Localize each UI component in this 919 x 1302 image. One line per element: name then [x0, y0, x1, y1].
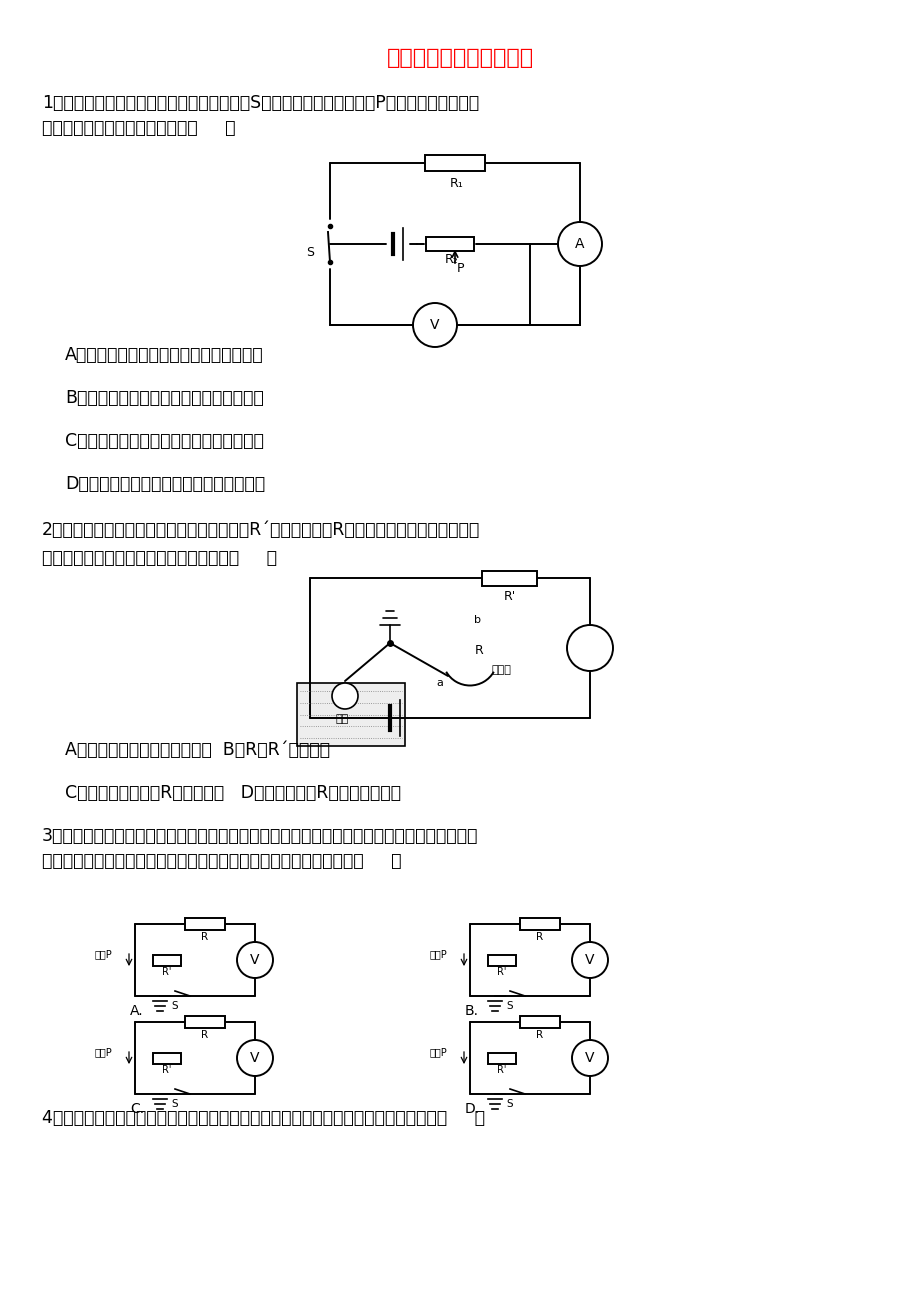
Text: R₂: R₂: [445, 253, 459, 266]
Bar: [297, 684, 404, 746]
Text: R': R': [497, 1065, 506, 1075]
Text: A: A: [574, 237, 584, 251]
Text: C．油位越高，通过R的电流越大   D．油位越低，R两端的电压越小: C．油位越高，通过R的电流越大 D．油位越低，R两端的电压越小: [65, 784, 401, 802]
Text: C．电流表的示数变小，电压表的示数不变: C．电流表的示数变小，电压表的示数不变: [65, 432, 264, 450]
Bar: [153, 1052, 181, 1064]
Bar: [487, 1052, 516, 1064]
Bar: [482, 570, 537, 586]
Circle shape: [572, 1040, 607, 1075]
Circle shape: [413, 303, 457, 348]
Text: b: b: [474, 615, 481, 625]
Text: R: R: [201, 932, 209, 943]
Text: a: a: [437, 678, 443, 687]
Text: P: P: [457, 262, 464, 275]
Text: V: V: [584, 1051, 594, 1065]
Bar: [185, 1016, 225, 1029]
Circle shape: [237, 943, 273, 978]
Circle shape: [237, 1040, 273, 1075]
Text: R₁: R₁: [449, 177, 463, 190]
Text: R': R': [162, 967, 172, 976]
Text: 滑片P: 滑片P: [428, 1047, 447, 1057]
Text: 滑片P: 滑片P: [94, 949, 112, 960]
Text: S: S: [506, 1001, 513, 1010]
Text: R': R': [497, 967, 506, 976]
Text: V: V: [430, 318, 439, 332]
Text: B．电流表的示数变大，电压表的示数变小: B．电流表的示数变大，电压表的示数变小: [65, 389, 264, 408]
Text: R: R: [536, 1030, 543, 1040]
Text: 滑片P: 滑片P: [94, 1047, 112, 1057]
Text: A．油量表是电压表改装而成的  B．R和R´是并联的: A．油量表是电压表改装而成的 B．R和R´是并联的: [65, 741, 330, 759]
Text: B.: B.: [464, 1004, 479, 1018]
Text: 4．如图所示，电源电压不变，闭合开关后，下列关于电压表示数变化的说法正确的是（     ）: 4．如图所示，电源电压不变，闭合开关后，下列关于电压表示数变化的说法正确的是（ …: [42, 1109, 484, 1128]
Circle shape: [332, 684, 357, 710]
Text: S: S: [506, 1099, 513, 1109]
Text: 3．小明对中考体育测试使用的身高测量仪感兴趣，为了了解它的测量原理，他尝试设计了如图: 3．小明对中考体育测试使用的身高测量仪感兴趣，为了了解它的测量原理，他尝试设计了…: [42, 827, 478, 845]
Text: 浮标: 浮标: [335, 713, 348, 724]
Text: 电路的动态分析课后作业: 电路的动态分析课后作业: [386, 48, 533, 68]
Text: R: R: [201, 1030, 209, 1040]
Text: S: S: [172, 1001, 178, 1010]
Text: 滑片P: 滑片P: [428, 949, 447, 960]
Text: V: V: [584, 953, 594, 967]
Text: R': R': [162, 1065, 172, 1075]
Text: 所示的四个电路，其中能够实现身高越高、电压表示数越大的电路是（     ）: 所示的四个电路，其中能够实现身高越高、电压表示数越大的电路是（ ）: [42, 852, 401, 870]
Text: R: R: [474, 643, 483, 656]
Text: S: S: [172, 1099, 178, 1109]
Bar: [487, 954, 516, 966]
Text: A.: A.: [130, 1004, 143, 1018]
Circle shape: [558, 223, 601, 266]
Text: R': R': [504, 590, 516, 603]
Text: C.: C.: [130, 1101, 144, 1116]
Text: R: R: [536, 932, 543, 943]
Text: V: V: [250, 953, 259, 967]
Text: 1．如图电路中，电源电压保持不变，当开关S闭合，滑动变阻器的滑片P向右移动时，电流表: 1．如图电路中，电源电压保持不变，当开关S闭合，滑动变阻器的滑片P向右移动时，电…: [42, 94, 479, 112]
Text: S: S: [306, 246, 313, 259]
Bar: [185, 918, 225, 930]
Text: 与是金属杠杆的一端，下列判断正确的是（     ）: 与是金属杠杆的一端，下列判断正确的是（ ）: [42, 549, 277, 566]
Text: A．电流表的示数变小，电压表的示数变大: A．电流表的示数变小，电压表的示数变大: [65, 346, 264, 365]
Text: D.: D.: [464, 1101, 480, 1116]
Text: V: V: [250, 1051, 259, 1065]
Text: 和电压表的示数变化情况分别为（     ）: 和电压表的示数变化情况分别为（ ）: [42, 118, 235, 137]
Bar: [153, 954, 181, 966]
Text: D．电流表的示数变小，电压表的示数变小: D．电流表的示数变小，电压表的示数变小: [65, 475, 265, 493]
Bar: [519, 1016, 560, 1029]
Bar: [425, 237, 473, 251]
Bar: [425, 155, 484, 171]
Circle shape: [566, 625, 612, 671]
Bar: [519, 918, 560, 930]
Circle shape: [572, 943, 607, 978]
Text: 2．如图是自动测量油箱的油量装置图，其中R´是定值电阻，R是弧形变阻器，它的金属滑片: 2．如图是自动测量油箱的油量装置图，其中R´是定值电阻，R是弧形变阻器，它的金属…: [42, 521, 480, 539]
Text: 油量表: 油量表: [492, 665, 511, 674]
